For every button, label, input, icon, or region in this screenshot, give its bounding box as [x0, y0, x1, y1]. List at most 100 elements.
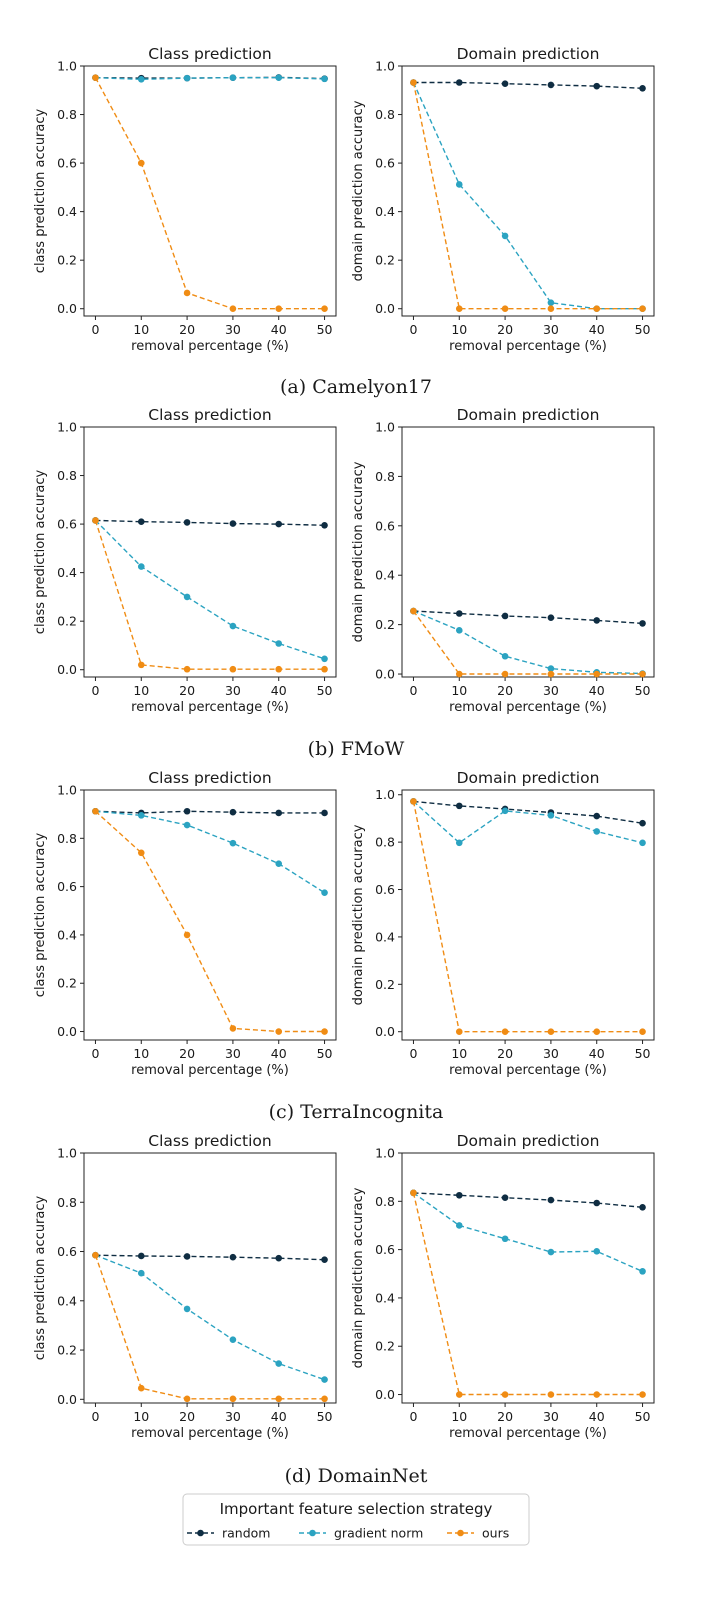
data-point [275, 1254, 283, 1262]
data-point [137, 849, 145, 857]
data-point [455, 305, 463, 313]
data-point [275, 520, 283, 528]
data-point [501, 612, 509, 620]
panel-title: Class prediction [148, 45, 271, 63]
chart-panel: Class prediction 0.0 0.2 0.4 0.6 0.8 1.0 0 10 20 3… [33, 1132, 337, 1441]
x-axis-label: removal percentage (%) [449, 700, 607, 715]
series-line-random [413, 800, 643, 824]
series-line-ours [94, 1254, 325, 1400]
y-tick-label: 0.6 [375, 518, 395, 533]
data-point [501, 80, 509, 88]
data-point [639, 85, 646, 92]
panel-title: Domain prediction [457, 1132, 600, 1150]
data-point [410, 1189, 417, 1197]
x-tick-label: 0 [91, 322, 99, 337]
y-tick-label: 0.6 [57, 879, 77, 894]
x-tick-label: 50 [317, 1409, 333, 1424]
data-point [321, 1376, 328, 1383]
x-tick-label: 40 [589, 1046, 605, 1061]
y-tick-label: 1.0 [375, 59, 395, 74]
data-point [639, 620, 646, 627]
series-line-random [413, 1192, 643, 1208]
y-tick-label: 1.0 [375, 787, 395, 802]
series-line-random [95, 810, 325, 814]
data-point [183, 289, 191, 297]
panel-title: Class prediction [148, 406, 271, 424]
data-point [275, 305, 283, 313]
y-tick-label: 0.2 [375, 253, 395, 268]
y-axis-label: domain prediction accuracy [351, 100, 366, 281]
data-point [455, 802, 463, 810]
y-tick-label: 0.4 [375, 929, 395, 944]
series-line-gradient-norm [95, 76, 325, 81]
data-point [229, 520, 237, 527]
data-point [593, 1199, 601, 1207]
x-axis-label: removal percentage (%) [131, 339, 289, 354]
data-point [455, 1028, 463, 1036]
y-tick-label: 0.0 [375, 301, 395, 316]
chart-panel: Domain prediction 0.0 0.2 0.4 0.6 0.8 1.0 0 10 20… [351, 406, 655, 715]
data-point [410, 798, 417, 805]
x-tick-label: 0 [409, 683, 417, 698]
data-point [321, 1028, 328, 1035]
y-tick-label: 0.0 [375, 1024, 395, 1039]
data-point [593, 812, 601, 820]
data-point [137, 563, 145, 570]
series-line-ours [412, 1192, 643, 1396]
data-point [455, 79, 463, 86]
data-point [593, 1248, 601, 1255]
subfigure-caption: (d) DomainNet [285, 1465, 428, 1487]
x-tick-label: 30 [225, 1409, 241, 1424]
x-tick-label: 10 [133, 322, 149, 337]
x-tick-label: 40 [589, 1409, 605, 1424]
data-point [275, 1360, 283, 1367]
legend-entry-label: gradient norm [334, 1526, 423, 1541]
data-point [455, 181, 463, 188]
x-tick-label: 20 [179, 322, 195, 337]
data-point [137, 1252, 145, 1260]
data-point [639, 305, 646, 313]
data-point [547, 614, 555, 622]
series-line-ours [412, 610, 643, 675]
data-point [410, 79, 417, 86]
x-axis-label: removal percentage (%) [131, 700, 289, 715]
subfigure-caption: (b) FMoW [308, 738, 405, 760]
data-point [183, 1253, 191, 1260]
data-point [639, 1391, 646, 1398]
x-axis-label: removal percentage (%) [449, 339, 607, 354]
panel-title: Domain prediction [457, 45, 600, 63]
data-point [275, 665, 283, 673]
y-tick-label: 0.0 [57, 1024, 77, 1039]
x-tick-label: 10 [451, 1046, 467, 1061]
data-point [501, 1391, 509, 1398]
y-tick-label: 0.4 [375, 1290, 395, 1305]
data-point [137, 1269, 145, 1277]
data-point [455, 627, 463, 634]
y-tick-label: 0.2 [57, 253, 77, 268]
data-point [137, 159, 145, 167]
data-point [547, 1248, 555, 1256]
x-tick-label: 40 [271, 1409, 287, 1424]
data-point [183, 519, 191, 526]
y-tick-label: 0.8 [57, 1195, 77, 1210]
data-point [229, 665, 237, 673]
data-point [137, 661, 145, 669]
data-point [593, 82, 601, 90]
data-point [547, 299, 555, 306]
legend: Important feature selection strategy rand… [182, 1493, 530, 1546]
x-tick-label: 20 [497, 322, 513, 337]
series-line-random [413, 81, 643, 89]
y-tick-label: 0.6 [57, 1244, 77, 1259]
data-point [183, 931, 191, 939]
data-point [229, 74, 237, 81]
x-axis-label: removal percentage (%) [449, 1426, 607, 1441]
data-point [137, 76, 145, 83]
data-point [593, 617, 601, 624]
x-tick-label: 10 [133, 1046, 149, 1061]
y-axis-label: class prediction accuracy [33, 1195, 48, 1360]
subfigure-caption: (a) Camelyon17 [280, 376, 432, 398]
y-tick-label: 1.0 [57, 1146, 77, 1161]
x-tick-label: 50 [317, 322, 333, 337]
legend-swatch-marker [457, 1529, 464, 1537]
axes-frame [401, 426, 655, 678]
